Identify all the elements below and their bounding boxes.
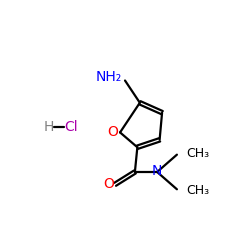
Text: CH₃: CH₃ (186, 184, 210, 196)
Text: H: H (43, 120, 54, 134)
Text: O: O (103, 177, 114, 191)
Text: O: O (108, 126, 118, 140)
Text: NH₂: NH₂ (96, 70, 122, 84)
Text: CH₃: CH₃ (186, 148, 210, 160)
Text: N: N (152, 164, 162, 178)
Text: Cl: Cl (64, 120, 78, 134)
